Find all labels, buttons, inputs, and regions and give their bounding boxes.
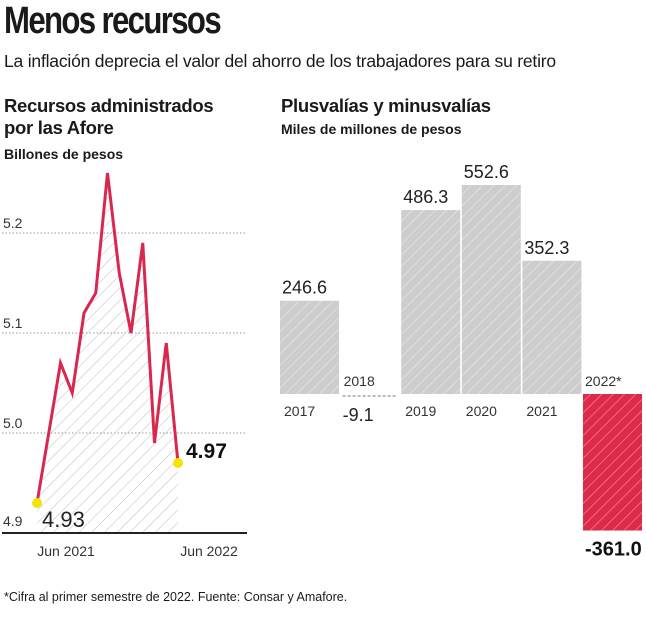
bar-chart-title: Plusvalías y minusvalías <box>281 95 491 116</box>
y-tick-label: 5.0 <box>3 415 23 431</box>
first-value-label: 4.93 <box>42 507 85 532</box>
line-chart-unit: Billones de pesos <box>4 146 124 162</box>
x-tick-label: Jun 2022 <box>180 543 238 559</box>
x-tick-label: Jun 2021 <box>37 543 95 559</box>
area-fill <box>37 173 178 533</box>
line-chart-title-line1: Recursos administrados <box>4 95 214 116</box>
bar <box>461 185 521 394</box>
line-chart: 4.9 5.0 5.1 5.2 4.93 4.97 Jun 2021 Jun 2022 <box>2 172 247 559</box>
y-tick-label: 5.1 <box>3 315 23 331</box>
bar-value-label: -361.0 <box>585 539 642 561</box>
y-tick-label: 4.9 <box>3 513 23 529</box>
bar <box>522 260 582 394</box>
bar <box>401 210 461 394</box>
last-value-label: 4.97 <box>186 440 227 463</box>
bar-value-label: 352.3 <box>524 238 569 258</box>
bar-chart: 246.6 2017 -9.1 2018 486.3 2019 552.6 2020 352.3… <box>280 162 642 561</box>
bar-category-label: 2019 <box>405 403 436 419</box>
bar-value-label: -9.1 <box>343 405 374 425</box>
line-chart-title: Recursos administrados por las Afore <box>4 95 214 139</box>
data-point-marker <box>32 498 42 508</box>
bar-category-label: 2017 <box>284 403 315 419</box>
data-point-marker <box>173 458 183 468</box>
y-tick-label: 5.2 <box>3 215 23 231</box>
bar-value-label: 486.3 <box>403 187 448 207</box>
line-chart-title-line2: por las Afore <box>4 117 114 138</box>
page-title: Menos recursos <box>4 0 222 42</box>
page-subtitle: La inflación deprecia el valor del ahorr… <box>4 51 556 71</box>
bar-category-label: 2021 <box>526 403 557 419</box>
bar-category-label: 2020 <box>466 403 497 419</box>
bar-category-label: 2022* <box>585 373 622 389</box>
bar <box>280 300 339 394</box>
bar <box>583 394 642 531</box>
footnote: *Cifra al primer semestre de 2022. Fuent… <box>4 590 348 604</box>
bar-value-label: 552.6 <box>464 162 509 182</box>
bar-chart-unit: Miles de millones de pesos <box>281 121 462 137</box>
bar-category-label: 2018 <box>344 373 375 389</box>
bar-value-label: 246.6 <box>282 278 327 298</box>
series-line <box>35 172 180 504</box>
